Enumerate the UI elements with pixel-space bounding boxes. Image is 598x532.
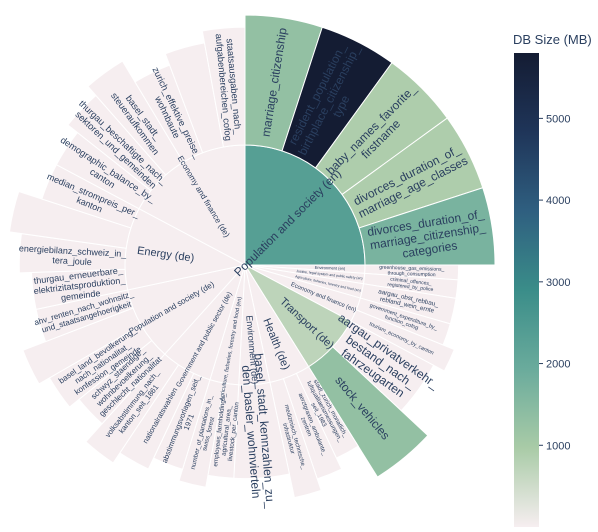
colorbar-gradient	[514, 53, 539, 527]
colorbar-tick-label: 3000	[546, 277, 570, 289]
colorbar: DB Size (MB) 1000 2000 3000 4000 5000	[513, 32, 592, 527]
colorbar-ticks: 1000 2000 3000 4000 5000	[539, 113, 570, 452]
colorbar-tick-label: 4000	[546, 195, 570, 207]
sunburst-leaf-label: greenhouse_gas_emissions_through_consump…	[379, 265, 445, 279]
sunburst-group-label: Justice, legal system and public safety …	[296, 269, 363, 281]
colorbar-tick-label: 2000	[546, 359, 570, 371]
colorbar-tick-label: 1000	[546, 440, 570, 452]
colorbar-tick-label: 5000	[546, 113, 570, 125]
sunburst-leaf-label: criminal_offences_registered_by_police	[387, 276, 434, 293]
sunburst-group-label: Environment (en)	[315, 265, 347, 271]
sunburst-sectors	[8, 14, 496, 499]
sunburst-leaf-sector[interactable]	[201, 26, 246, 148]
sunburst-leaf-label: employees_farmholdings_agricultural_area…	[212, 393, 241, 469]
colorbar-title: DB Size (MB)	[513, 32, 592, 47]
